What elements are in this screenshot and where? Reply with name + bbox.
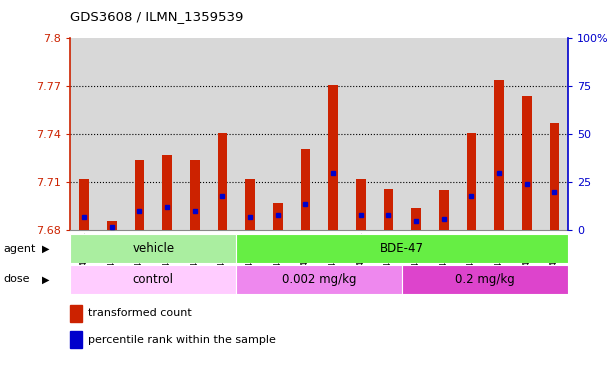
Bar bbox=[522, 96, 532, 230]
Text: dose: dose bbox=[3, 274, 29, 285]
Text: GDS3608 / ILMN_1359539: GDS3608 / ILMN_1359539 bbox=[70, 10, 244, 23]
Bar bbox=[402, 265, 568, 294]
Text: ▶: ▶ bbox=[42, 243, 49, 254]
Text: transformed count: transformed count bbox=[88, 308, 192, 318]
Bar bbox=[163, 155, 172, 230]
Bar bbox=[467, 133, 476, 230]
Text: agent: agent bbox=[3, 243, 35, 254]
Text: 0.2 mg/kg: 0.2 mg/kg bbox=[455, 273, 515, 286]
Bar bbox=[549, 123, 559, 230]
Bar bbox=[70, 305, 82, 322]
Text: control: control bbox=[133, 273, 174, 286]
Bar bbox=[245, 179, 255, 230]
Text: BDE-47: BDE-47 bbox=[380, 242, 424, 255]
Bar bbox=[236, 234, 568, 263]
Bar bbox=[494, 80, 504, 230]
Text: percentile rank within the sample: percentile rank within the sample bbox=[88, 334, 276, 345]
Bar bbox=[236, 265, 402, 294]
Bar bbox=[439, 190, 448, 230]
Bar bbox=[70, 234, 236, 263]
Text: ▶: ▶ bbox=[42, 274, 49, 285]
Bar bbox=[134, 160, 144, 230]
Bar bbox=[356, 179, 365, 230]
Bar bbox=[79, 179, 89, 230]
Bar bbox=[190, 160, 200, 230]
Bar bbox=[107, 221, 117, 230]
Text: vehicle: vehicle bbox=[132, 242, 174, 255]
Bar bbox=[218, 133, 227, 230]
Bar bbox=[273, 203, 283, 230]
Bar bbox=[70, 331, 82, 348]
Text: 0.002 mg/kg: 0.002 mg/kg bbox=[282, 273, 356, 286]
Bar bbox=[328, 85, 338, 230]
Bar bbox=[384, 189, 393, 230]
Bar bbox=[301, 149, 310, 230]
Bar bbox=[70, 265, 236, 294]
Bar bbox=[411, 208, 421, 230]
